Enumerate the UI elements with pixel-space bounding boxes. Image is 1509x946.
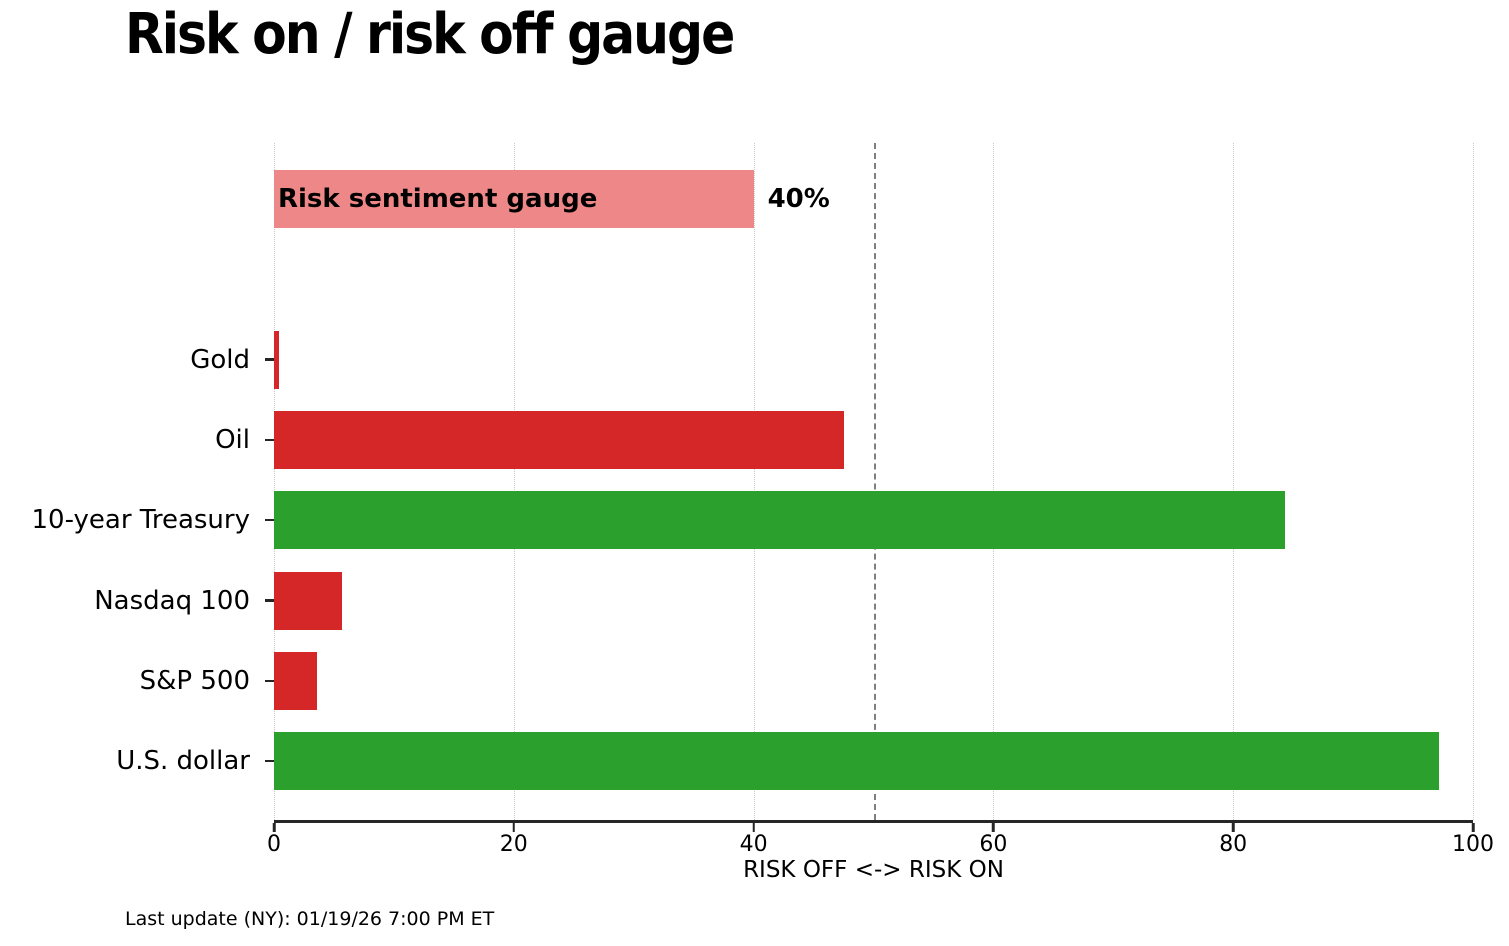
gridline-40 <box>753 143 755 820</box>
chart-title: Risk on / risk off gauge <box>125 2 735 67</box>
bar-gold <box>274 330 279 389</box>
y-tick-u-s-dollar <box>265 759 274 763</box>
reference-line-50 <box>873 143 876 820</box>
y-tick-gold <box>265 358 274 361</box>
x-tick-mark-80 <box>1231 823 1235 832</box>
y-axis-labels: Gold Oil 10-year Treasury Nasdaq 100 S&P 500… <box>0 143 262 820</box>
plot-area: Risk sentiment gauge 40% <box>265 143 1475 832</box>
y-label-nasdaq-100: Nasdaq 100 <box>94 585 250 616</box>
x-tick-mark-60 <box>992 823 995 832</box>
last-update-note: Last update (NY): 01/19/26 7:00 PM ET <box>125 908 495 930</box>
bar-s-p-500 <box>274 651 318 710</box>
x-tick-mark-40 <box>752 823 755 832</box>
gauge-bar-label: Risk sentiment gauge <box>278 184 598 214</box>
y-label-gold: Gold <box>190 344 250 375</box>
y-label-10-year-treasury: 10-year Treasury <box>31 505 251 536</box>
gridline-20 <box>513 143 515 820</box>
x-tick-label-20: 20 <box>499 832 528 857</box>
y-tick-s-p-500 <box>265 679 274 683</box>
x-axis-label: RISK OFF <-> RISK ON <box>743 857 1004 883</box>
bar-oil <box>274 410 844 469</box>
x-tick-label-100: 100 <box>1452 832 1494 857</box>
x-tick-label-40: 40 <box>739 832 768 857</box>
gauge-value-label: 40% <box>767 184 830 214</box>
y-label-oil: Oil <box>215 424 250 455</box>
y-label-s-p-500: S&P 500 <box>139 665 250 696</box>
x-tick-mark-0 <box>272 823 276 832</box>
x-tick-mark-100 <box>1471 823 1475 832</box>
y-tick-nasdaq-100 <box>265 599 274 602</box>
x-tick-mark-20 <box>512 823 516 832</box>
gridline-60 <box>993 143 995 820</box>
x-axis-tick-labels: 0 20 40 60 80 100 <box>267 832 1494 860</box>
x-tick-label-60: 60 <box>979 832 1008 857</box>
bar-nasdaq-100 <box>274 571 343 630</box>
gridline-80 <box>1233 143 1235 820</box>
bar-risk-sentiment-gauge: Risk sentiment gauge 40% <box>274 170 830 228</box>
x-tick-label-80: 80 <box>1219 832 1248 857</box>
gridline-0 <box>274 143 275 820</box>
y-tick-oil <box>265 438 274 442</box>
bar-10-year-treasury <box>274 491 1285 550</box>
gridline-100 <box>1473 143 1474 820</box>
x-tick-label-0: 0 <box>267 832 281 857</box>
bar-u-s-dollar <box>274 732 1440 791</box>
y-tick-10-year-treasury <box>265 518 274 522</box>
y-label-u-s-dollar: U.S. dollar <box>116 746 250 777</box>
